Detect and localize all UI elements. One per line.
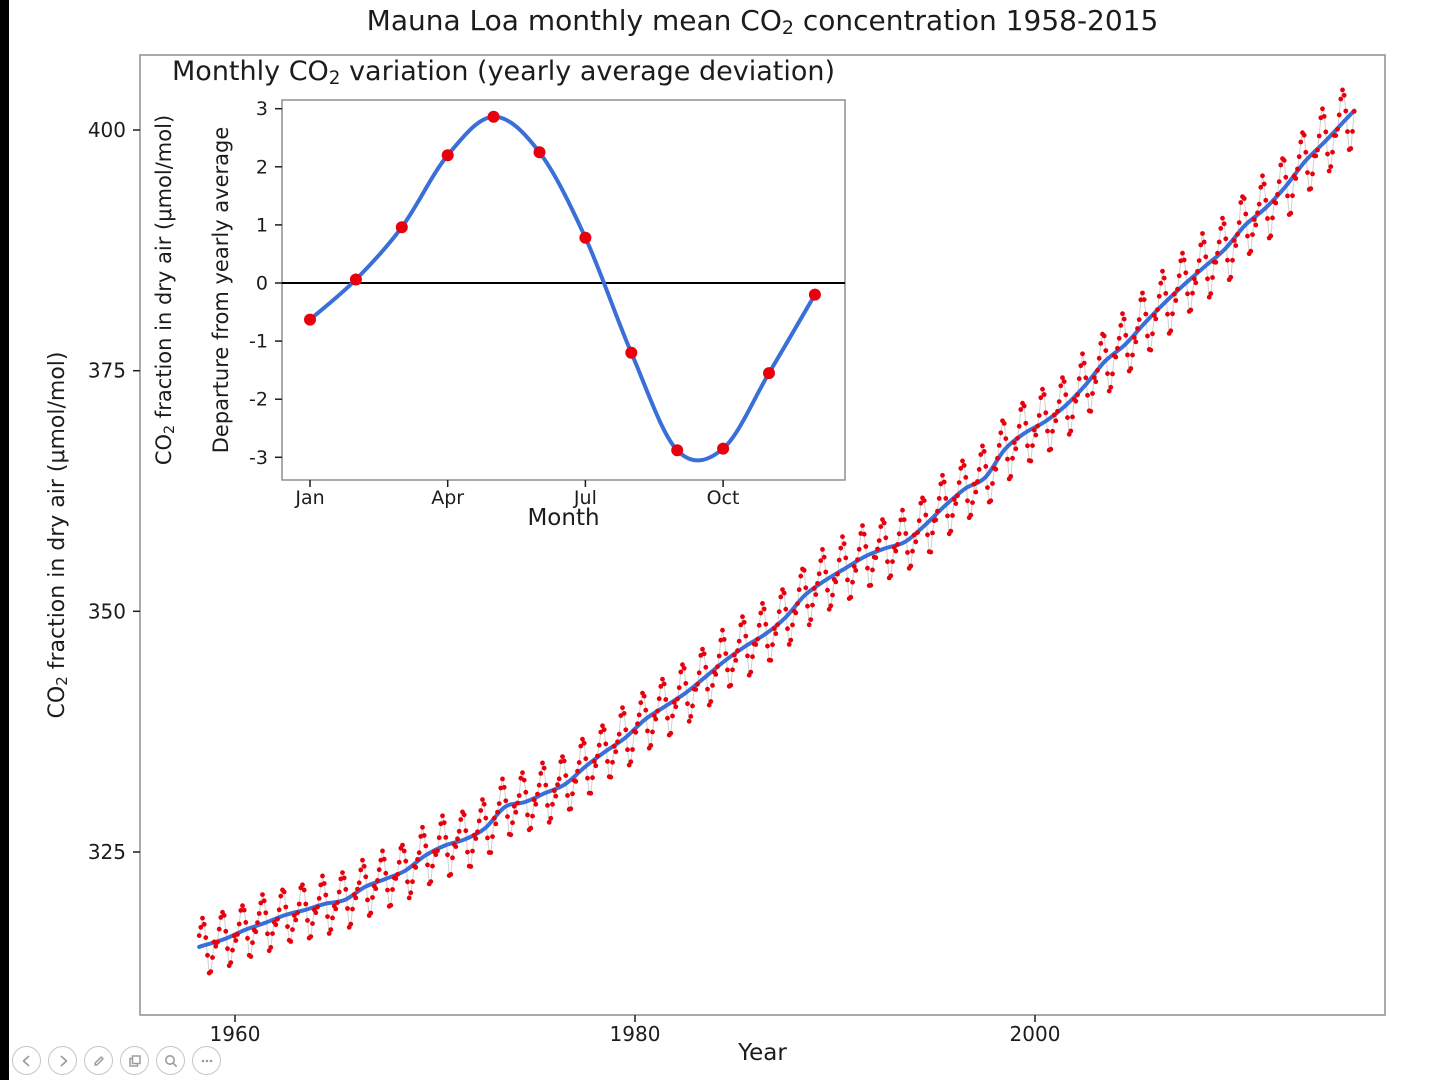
co2-subscript: 2 bbox=[328, 68, 341, 90]
svg-text:0: 0 bbox=[256, 273, 268, 295]
svg-text:1960: 1960 bbox=[210, 1022, 261, 1046]
svg-text:2: 2 bbox=[256, 156, 268, 178]
monthly-points bbox=[196, 87, 1357, 976]
svg-text:Oct: Oct bbox=[707, 487, 740, 509]
inset-seasonal-chart: -3 -2 -1 0 1 2 3 Jan Apr Jul Oct bbox=[249, 98, 846, 509]
svg-text:400: 400 bbox=[88, 118, 126, 142]
svg-text:Apr: Apr bbox=[431, 487, 464, 509]
svg-text:325: 325 bbox=[88, 840, 126, 864]
seasonal-points bbox=[304, 110, 821, 457]
more-button[interactable] bbox=[192, 1046, 221, 1075]
left-black-strip bbox=[0, 0, 9, 1080]
main-x-axis-label: Year bbox=[738, 1040, 787, 1066]
zoom-button[interactable] bbox=[156, 1046, 185, 1075]
svg-text:350: 350 bbox=[88, 599, 126, 623]
ellipsis-icon bbox=[201, 1059, 212, 1062]
co2-subscript: 2 bbox=[53, 676, 72, 686]
magnifier-icon bbox=[164, 1054, 177, 1067]
svg-text:Jul: Jul bbox=[573, 487, 597, 509]
copy-icon bbox=[128, 1054, 141, 1067]
inset-x-axis-label: Month bbox=[527, 505, 600, 531]
svg-text:2000: 2000 bbox=[1010, 1022, 1061, 1046]
monthly-connector-line bbox=[198, 89, 1355, 975]
main-chart-title: Mauna Loa monthly mean CO2 concentration… bbox=[140, 4, 1385, 39]
inset-chart-title: Monthly CO2 variation (yearly average de… bbox=[172, 56, 836, 90]
svg-text:-3: -3 bbox=[249, 447, 268, 469]
copy-button[interactable] bbox=[120, 1046, 149, 1075]
svg-text:1: 1 bbox=[256, 214, 268, 236]
next-button[interactable] bbox=[48, 1046, 77, 1075]
previous-button[interactable] bbox=[12, 1046, 41, 1075]
co2-subscript: 2 bbox=[162, 424, 179, 434]
viewer-toolbar bbox=[12, 1046, 221, 1075]
svg-text:1980: 1980 bbox=[610, 1022, 661, 1046]
main-title-suffix: concentration 1958-2015 bbox=[793, 4, 1159, 37]
chevron-left-icon bbox=[22, 1055, 29, 1066]
svg-text:Jan: Jan bbox=[294, 487, 324, 509]
co2-subscript: 2 bbox=[781, 17, 794, 40]
inset-y-axis-label-outer: CO2 fraction in dry air (μmol/mol) bbox=[151, 114, 179, 466]
svg-text:3: 3 bbox=[256, 98, 268, 120]
main-title-text: Mauna Loa monthly mean CO bbox=[366, 4, 782, 37]
chevron-right-icon bbox=[60, 1055, 67, 1066]
svg-text:375: 375 bbox=[88, 359, 126, 383]
inset-y-axis-label-inner: Departure from yearly average bbox=[209, 126, 233, 454]
svg-text:-2: -2 bbox=[249, 389, 268, 411]
svg-text:-1: -1 bbox=[249, 331, 268, 353]
edit-button[interactable] bbox=[84, 1046, 113, 1075]
main-y-axis-label: CO2 fraction in dry air (μmol/mol) bbox=[44, 351, 72, 719]
pencil-icon bbox=[93, 1055, 104, 1066]
